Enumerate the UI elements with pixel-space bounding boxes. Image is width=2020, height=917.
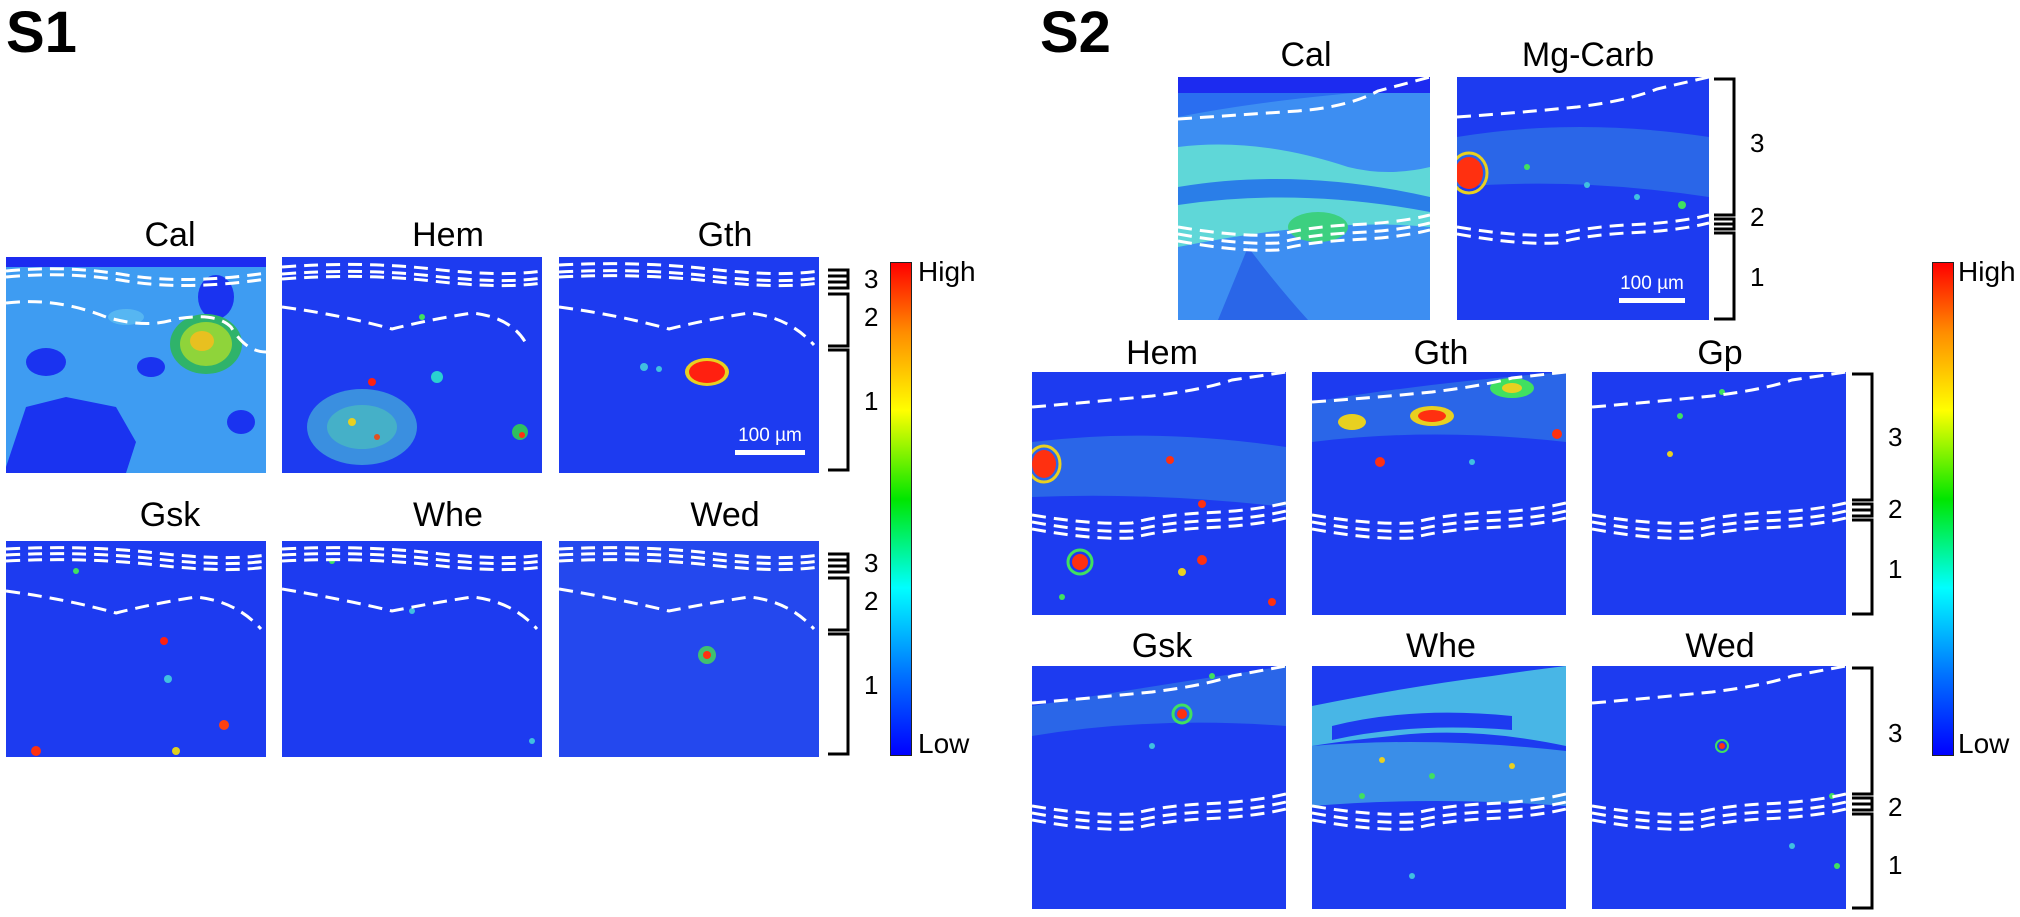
s2-row3-zone-bracket: [1852, 666, 1874, 910]
s1-panel-label-whe: Whe: [413, 496, 483, 534]
s1-bottom-zone-1: 1: [864, 670, 879, 700]
s2-row2-zone-2: 2: [1888, 494, 1903, 524]
s2-row3-zone-1: 1: [1888, 850, 1903, 880]
s2-colorbar-low-label: Low: [1958, 728, 2010, 759]
s1-colorbar-low-label: Low: [918, 728, 970, 759]
s1-cal-map: [6, 257, 266, 473]
s2-panel-label-mg-carb: Mg-Carb: [1521, 36, 1655, 74]
s1-colorbar-high-label: High: [918, 256, 976, 287]
s2-panel-label-cal: Cal: [1280, 36, 1332, 74]
s1-panel-label-gth: Gth: [697, 216, 753, 254]
s2-row3-zone-3: 3: [1888, 718, 1903, 748]
s2-gth-map: [1312, 372, 1566, 615]
s1-panel-label-hem: Hem: [412, 216, 484, 254]
s2-row1-zone-bracket: [1714, 77, 1736, 321]
s2-mg-carb-map: 100 µm: [1457, 77, 1709, 320]
s2-whe-map: [1312, 666, 1566, 909]
s2-row2-zone-3: 3: [1888, 422, 1903, 452]
s1-gth-map: 100 µm: [559, 257, 819, 473]
s2-panel-label-wed: Wed: [1685, 627, 1755, 665]
s2-panel-label-whe: Whe: [1406, 627, 1476, 665]
section-title-s2: S2: [1040, 0, 1111, 65]
s2-row2-zone-bracket: [1852, 372, 1874, 616]
s1-bottom-zone-bracket: [828, 552, 850, 756]
s1-top-zone-bracket: [828, 268, 850, 472]
s2-row1-zone-3: 3: [1750, 128, 1765, 158]
s1-whe-map: [282, 541, 542, 757]
s1-hem-map: [282, 257, 542, 473]
s2-panel-label-gp: Gp: [1697, 334, 1743, 372]
s1-scale-bar: 100 µm: [735, 425, 805, 455]
s2-colorbar: [1932, 262, 1954, 756]
s1-colorbar: [890, 262, 912, 756]
s1-wed-map: [559, 541, 819, 757]
s2-scale-bar-label: 100 µm: [1620, 273, 1684, 294]
s2-row1-zone-2: 2: [1750, 202, 1765, 232]
s2-row1-zone-1: 1: [1750, 262, 1765, 292]
s2-wed-map: [1592, 666, 1846, 909]
s1-gsk-map: [6, 541, 266, 757]
s1-bottom-zone-3: 3: [864, 548, 879, 578]
s1-top-zone-2: 2: [864, 302, 879, 332]
s1-bottom-zone-2: 2: [864, 586, 879, 616]
s2-gsk-map: [1032, 666, 1286, 909]
s2-row3-zone-2: 2: [1888, 792, 1903, 822]
s2-panel-label-gth: Gth: [1413, 334, 1469, 372]
s2-scale-bar: 100 µm: [1619, 273, 1685, 303]
s2-panel-label-gsk: Gsk: [1131, 627, 1193, 665]
s1-top-zone-3: 3: [864, 264, 879, 294]
s2-gp-map: [1592, 372, 1846, 615]
section-title-s1: S1: [6, 0, 77, 65]
s1-panel-label-wed: Wed: [690, 496, 760, 534]
s1-panel-label-cal: Cal: [144, 216, 196, 254]
s2-row2-zone-1: 1: [1888, 554, 1903, 584]
s1-scale-bar-label: 100 µm: [738, 425, 802, 446]
s1-panel-label-gsk: Gsk: [139, 496, 201, 534]
s2-hem-map: [1032, 372, 1286, 615]
s2-cal-map: [1178, 77, 1430, 320]
s2-panel-label-hem: Hem: [1126, 334, 1198, 372]
s1-top-zone-1: 1: [864, 386, 879, 416]
s2-colorbar-high-label: High: [1958, 256, 2016, 287]
